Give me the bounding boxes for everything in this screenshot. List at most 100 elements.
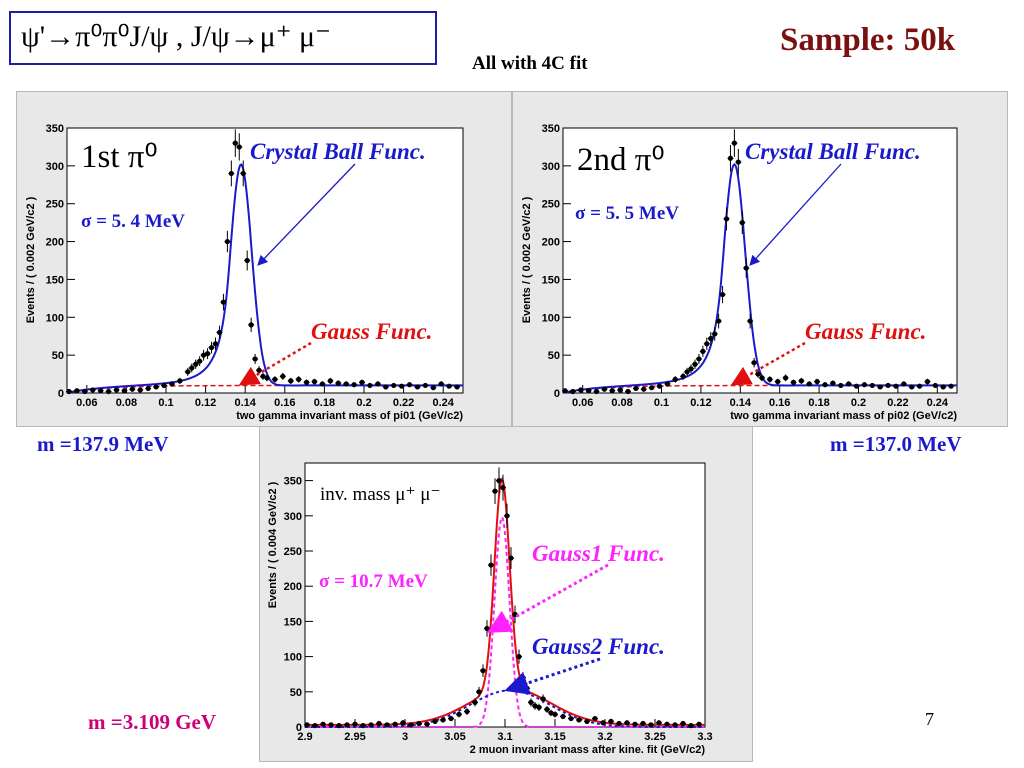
data-point — [592, 715, 598, 722]
data-point — [806, 381, 812, 387]
data-point — [696, 721, 702, 727]
y-tick-label: 50 — [548, 350, 560, 362]
data-point — [916, 383, 923, 389]
data-point — [562, 388, 568, 394]
data-point — [352, 721, 358, 727]
data-point — [212, 341, 219, 347]
y-tick-label: 250 — [542, 199, 560, 211]
page-number: 7 — [925, 709, 934, 729]
x-tick-label: 0.12 — [195, 397, 216, 409]
data-point — [708, 335, 714, 342]
gauss-label: Gauss Func. — [805, 319, 926, 344]
crystal-ball-curve — [66, 163, 463, 394]
x-tick-label: 0.2 — [851, 397, 866, 409]
data-point — [520, 675, 526, 681]
data-point — [416, 720, 422, 727]
data-point — [90, 387, 96, 393]
data-point — [688, 722, 694, 729]
y-tick-label: 100 — [284, 652, 302, 664]
data-point — [672, 722, 678, 728]
data-point — [767, 376, 773, 382]
data-point — [476, 689, 482, 695]
data-point — [723, 216, 730, 222]
y-ticks: 0 50 100 150 200 250 300 350 — [284, 476, 313, 734]
data-point — [640, 720, 646, 727]
data-points — [304, 467, 702, 729]
data-point — [232, 140, 238, 146]
x-axis-label: two gamma invariant mass of pi02 (GeV/c2… — [730, 410, 957, 422]
x-tick-label: 3.3 — [697, 731, 712, 743]
data-point — [593, 388, 600, 395]
data-point — [609, 388, 615, 394]
data-point — [940, 384, 946, 390]
data-point — [432, 718, 438, 724]
crystal-ball-arrow — [749, 163, 842, 266]
x-tick-label: 0.12 — [690, 397, 711, 409]
plot-label: inv. mass μ⁺ μ⁻ — [320, 484, 440, 505]
data-point — [664, 381, 671, 387]
x-tick-label: 3 — [402, 731, 408, 743]
x-tick-label: 0.18 — [808, 397, 829, 409]
data-point — [500, 485, 506, 491]
y-tick-label: 350 — [284, 476, 302, 488]
plot-panel-pi01: 0 50 100 150 200 250 300 350 0.06 0.08 0.1 0.12 0.1… — [16, 91, 512, 427]
chart-pi02: 0 50 100 150 200 250 300 350 0.06 0.08 0.1 0.12 0.1… — [521, 123, 958, 422]
data-point — [751, 360, 757, 366]
sigma-label: σ = 5. 4 MeV — [81, 211, 185, 232]
data-point — [456, 711, 462, 717]
data-point — [336, 722, 342, 729]
data-point — [189, 365, 195, 371]
data-point — [224, 238, 230, 245]
data-point — [568, 715, 574, 722]
data-point — [252, 356, 258, 362]
y-tick-label: 100 — [542, 312, 560, 324]
data-points — [561, 129, 955, 395]
y-tick-label: 200 — [284, 581, 302, 593]
data-point — [304, 722, 310, 728]
data-point — [303, 379, 310, 385]
data-point — [932, 382, 938, 389]
data-point — [680, 373, 686, 379]
plot-panel-pi02: 0 50 100 150 200 250 300 350 0.06 0.08 0.1 0.12 0.1… — [512, 91, 1008, 427]
x-tick-label: 0.16 — [769, 397, 790, 409]
data-point — [648, 722, 654, 728]
data-point — [236, 144, 242, 150]
data-point — [798, 378, 804, 384]
data-point — [608, 718, 614, 724]
data-point — [320, 721, 326, 727]
y-tick-label: 350 — [46, 123, 64, 135]
data-point — [649, 385, 655, 391]
data-point — [656, 720, 662, 726]
x-tick-label: 0.06 — [76, 397, 97, 409]
y-tick-label: 250 — [284, 546, 302, 558]
data-point — [351, 382, 357, 388]
plot-panel-jpsi: 0 50 100 150 200 250 300 350 2.9 2.95 3 3.05 3.1 3.1… — [259, 426, 753, 762]
data-point — [586, 388, 592, 394]
x-axis-label: two gamma invariant mass of pi01 (GeV/c2… — [236, 410, 463, 422]
y-axis-label: Events / ( 0.002 GeV/c2 ) — [521, 196, 533, 323]
data-point — [584, 718, 590, 724]
data-point — [264, 375, 270, 381]
data-point — [656, 383, 663, 389]
y-tick-label: 150 — [46, 274, 64, 286]
sigma-label: σ = 10.7 MeV — [319, 571, 428, 592]
gauss1-label: Gauss1 Func. — [532, 541, 665, 566]
data-point — [528, 699, 534, 705]
data-point — [496, 478, 502, 484]
data-point — [641, 386, 647, 392]
data-point — [375, 381, 381, 387]
data-point — [853, 383, 860, 389]
data-point — [359, 379, 365, 385]
x-tick-label: 0.24 — [432, 397, 454, 409]
data-point — [552, 711, 558, 717]
data-point — [367, 382, 373, 389]
y-tick-label: 300 — [46, 161, 64, 173]
data-point — [731, 140, 737, 146]
data-point — [735, 159, 741, 165]
data-point — [193, 361, 199, 367]
x-tick-label: 0.06 — [572, 397, 593, 409]
data-point — [408, 722, 414, 728]
chart-jpsi: 0 50 100 150 200 250 300 350 2.9 2.95 3 3.05 3.1 3.1… — [267, 462, 713, 756]
y-tick-label: 200 — [46, 237, 64, 249]
slide-subtitle: All with 4C fit — [472, 53, 588, 74]
